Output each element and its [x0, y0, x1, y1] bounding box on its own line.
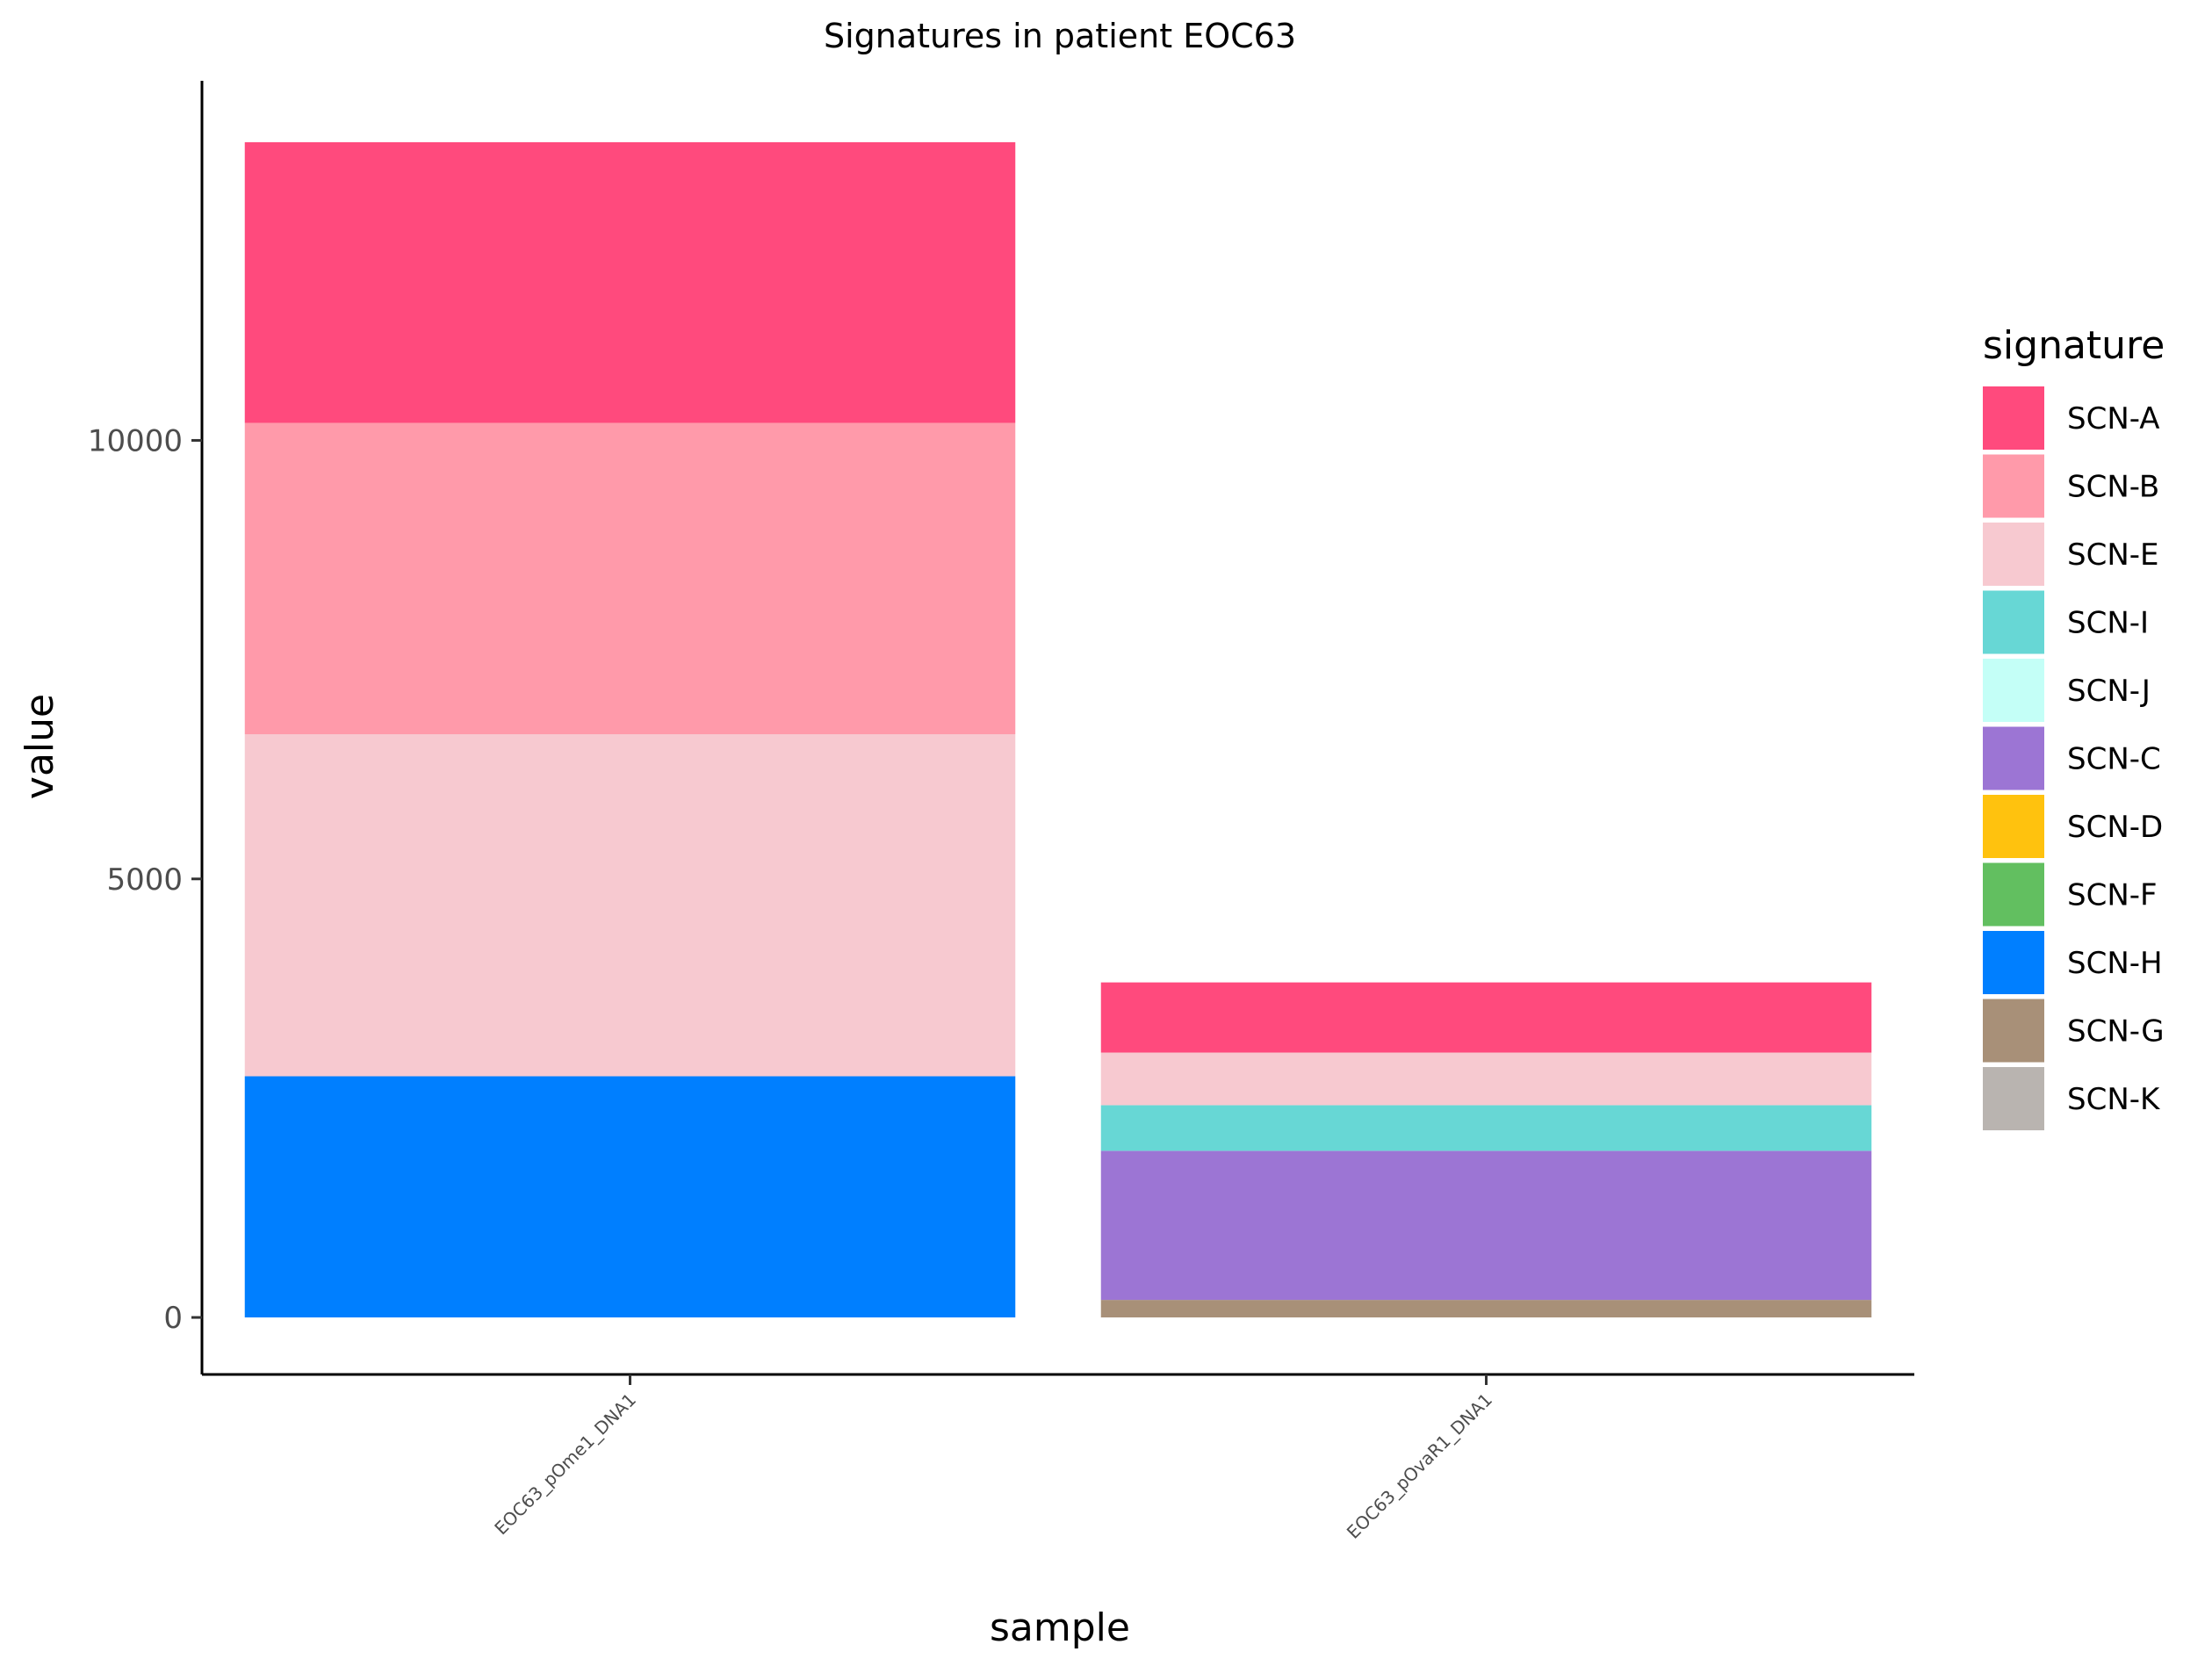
legend-label-scn-h: SCN-H	[2067, 946, 2163, 981]
y-tick-label: 10000	[88, 423, 183, 458]
bar-segment-scn-g-eoc63-povar1-dna1	[1100, 1300, 1872, 1318]
legend-label-scn-c: SCN-C	[2067, 742, 2161, 777]
bar-segment-scn-b-eoc63-pome1-dna1	[244, 422, 1016, 734]
legend-key-scn-f	[1983, 862, 2044, 927]
bar-segment-scn-e-eoc63-pome1-dna1	[244, 733, 1016, 1077]
bar-segment-scn-e-eoc63-povar1-dna1	[1100, 1052, 1872, 1106]
legend-label-scn-e: SCN-E	[2067, 537, 2159, 573]
legend-label-scn-k: SCN-K	[2067, 1082, 2161, 1117]
legend-label-scn-b: SCN-B	[2067, 470, 2159, 505]
legend: signature SCN-A SCN-B SCN-E SCN-I SCN-J SCN-C…	[1983, 323, 2165, 1130]
legend-key-scn-d	[1983, 795, 2044, 858]
legend-key-scn-e	[1983, 523, 2044, 586]
chart-title: Signatures in patient EOC63	[824, 17, 1296, 55]
legend-label-scn-g: SCN-G	[2067, 1014, 2165, 1049]
y-axis-title: value	[18, 694, 62, 799]
legend-key-scn-c	[1983, 726, 2044, 790]
legend-label-scn-i: SCN-I	[2067, 606, 2149, 641]
y-tick-label: 5000	[106, 862, 183, 898]
legend-key-scn-i	[1983, 590, 2044, 654]
legend-key-scn-b	[1983, 454, 2044, 518]
legend-key-scn-j	[1983, 659, 2044, 722]
x-axis-title: sample	[990, 1605, 1130, 1650]
legend-key-scn-a	[1983, 386, 2044, 450]
legend-title: signature	[1983, 323, 2165, 368]
legend-label-scn-d: SCN-D	[2067, 810, 2163, 845]
legend-key-scn-h	[1983, 931, 2044, 994]
legend-key-scn-k	[1983, 1067, 2044, 1130]
bar-segment-scn-h-eoc63-pome1-dna1	[244, 1076, 1016, 1318]
bar-segment-scn-i-eoc63-povar1-dna1	[1100, 1105, 1872, 1151]
bars-group	[244, 141, 1872, 1318]
bar-segment-scn-a-eoc63-povar1-dna1	[1100, 982, 1872, 1053]
legend-label-scn-j: SCN-J	[2067, 674, 2151, 709]
legend-label-scn-a: SCN-A	[2067, 401, 2160, 436]
bar-segment-scn-c-eoc63-povar1-dna1	[1100, 1150, 1872, 1301]
legend-key-scn-g	[1983, 999, 2044, 1063]
x-tick-label: EOC63_pOme1_DNA1	[490, 1389, 640, 1540]
x-tick-label: EOC63_pOvaR1_DNA1	[1343, 1389, 1496, 1543]
bar-segment-scn-a-eoc63-pome1-dna1	[244, 141, 1016, 423]
y-tick-label: 0	[163, 1301, 183, 1336]
legend-label-scn-f: SCN-F	[2067, 878, 2158, 913]
